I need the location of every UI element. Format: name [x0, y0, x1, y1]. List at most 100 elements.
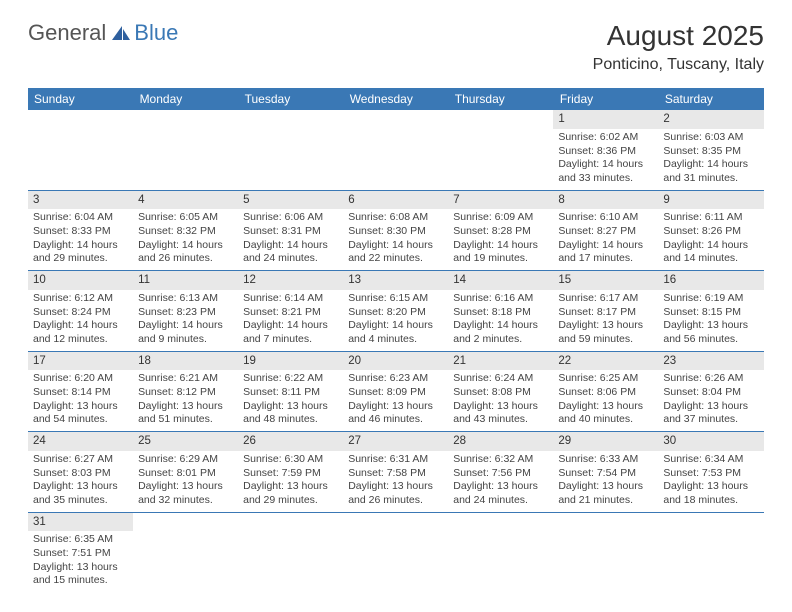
sunrise-text: Sunrise: 6:35 AM — [33, 533, 128, 547]
calendar-day-cell — [343, 512, 448, 592]
day-number: 14 — [448, 271, 553, 290]
daylight-text: and 18 minutes. — [663, 494, 758, 508]
day-number: 10 — [28, 271, 133, 290]
sunrise-text: Sunrise: 6:34 AM — [663, 453, 758, 467]
sunrise-text: Sunrise: 6:06 AM — [243, 211, 338, 225]
weekday-header: Sunday — [28, 88, 133, 110]
sunset-text: Sunset: 7:59 PM — [243, 467, 338, 481]
daylight-text: Daylight: 13 hours — [33, 480, 128, 494]
calendar-day-cell: 17Sunrise: 6:20 AMSunset: 8:14 PMDayligh… — [28, 351, 133, 432]
daylight-text: and 2 minutes. — [453, 333, 548, 347]
daylight-text: and 46 minutes. — [348, 413, 443, 427]
daylight-text: and 19 minutes. — [453, 252, 548, 266]
sunset-text: Sunset: 8:09 PM — [348, 386, 443, 400]
sunset-text: Sunset: 8:18 PM — [453, 306, 548, 320]
day-number: 25 — [133, 432, 238, 451]
weekday-header: Wednesday — [343, 88, 448, 110]
sunrise-text: Sunrise: 6:27 AM — [33, 453, 128, 467]
day-number: 4 — [133, 191, 238, 210]
daylight-text: Daylight: 14 hours — [348, 319, 443, 333]
calendar-day-cell — [658, 512, 763, 592]
calendar-day-cell — [343, 110, 448, 190]
daylight-text: Daylight: 14 hours — [348, 239, 443, 253]
daylight-text: and 21 minutes. — [558, 494, 653, 508]
sunset-text: Sunset: 8:06 PM — [558, 386, 653, 400]
daylight-text: Daylight: 14 hours — [33, 319, 128, 333]
sunrise-text: Sunrise: 6:25 AM — [558, 372, 653, 386]
daylight-text: and 43 minutes. — [453, 413, 548, 427]
day-number: 18 — [133, 352, 238, 371]
sunset-text: Sunset: 8:32 PM — [138, 225, 233, 239]
logo-text-2: Blue — [134, 20, 178, 46]
daylight-text: and 14 minutes. — [663, 252, 758, 266]
calendar-week-row: 17Sunrise: 6:20 AMSunset: 8:14 PMDayligh… — [28, 351, 764, 432]
daylight-text: Daylight: 13 hours — [348, 400, 443, 414]
sunset-text: Sunset: 8:14 PM — [33, 386, 128, 400]
daylight-text: and 48 minutes. — [243, 413, 338, 427]
sunset-text: Sunset: 8:03 PM — [33, 467, 128, 481]
daylight-text: Daylight: 13 hours — [663, 319, 758, 333]
day-number: 11 — [133, 271, 238, 290]
day-number: 7 — [448, 191, 553, 210]
sunrise-text: Sunrise: 6:02 AM — [558, 131, 653, 145]
calendar-day-cell — [133, 110, 238, 190]
logo-sail-icon — [108, 20, 132, 46]
sunrise-text: Sunrise: 6:30 AM — [243, 453, 338, 467]
sunrise-text: Sunrise: 6:09 AM — [453, 211, 548, 225]
day-number: 6 — [343, 191, 448, 210]
calendar-day-cell: 2Sunrise: 6:03 AMSunset: 8:35 PMDaylight… — [658, 110, 763, 190]
sunrise-text: Sunrise: 6:29 AM — [138, 453, 233, 467]
daylight-text: and 59 minutes. — [558, 333, 653, 347]
sunrise-text: Sunrise: 6:24 AM — [453, 372, 548, 386]
sunrise-text: Sunrise: 6:33 AM — [558, 453, 653, 467]
daylight-text: Daylight: 13 hours — [663, 480, 758, 494]
calendar-day-cell: 3Sunrise: 6:04 AMSunset: 8:33 PMDaylight… — [28, 190, 133, 271]
sunrise-text: Sunrise: 6:21 AM — [138, 372, 233, 386]
day-number: 28 — [448, 432, 553, 451]
daylight-text: Daylight: 14 hours — [558, 158, 653, 172]
sunset-text: Sunset: 8:17 PM — [558, 306, 653, 320]
calendar-day-cell — [448, 512, 553, 592]
daylight-text: Daylight: 13 hours — [453, 400, 548, 414]
sunset-text: Sunset: 7:53 PM — [663, 467, 758, 481]
sunrise-text: Sunrise: 6:26 AM — [663, 372, 758, 386]
daylight-text: Daylight: 13 hours — [138, 480, 233, 494]
calendar-day-cell: 7Sunrise: 6:09 AMSunset: 8:28 PMDaylight… — [448, 190, 553, 271]
day-number: 1 — [553, 110, 658, 129]
logo-text-1: General — [28, 20, 106, 46]
sunrise-text: Sunrise: 6:22 AM — [243, 372, 338, 386]
day-number: 29 — [553, 432, 658, 451]
sunset-text: Sunset: 8:35 PM — [663, 145, 758, 159]
day-number: 12 — [238, 271, 343, 290]
day-number: 9 — [658, 191, 763, 210]
sunrise-text: Sunrise: 6:04 AM — [33, 211, 128, 225]
calendar-day-cell — [553, 512, 658, 592]
day-number: 17 — [28, 352, 133, 371]
daylight-text: Daylight: 13 hours — [33, 561, 128, 575]
daylight-text: Daylight: 13 hours — [663, 400, 758, 414]
daylight-text: and 15 minutes. — [33, 574, 128, 588]
calendar-day-cell: 9Sunrise: 6:11 AMSunset: 8:26 PMDaylight… — [658, 190, 763, 271]
sunset-text: Sunset: 8:31 PM — [243, 225, 338, 239]
daylight-text: Daylight: 13 hours — [558, 400, 653, 414]
weekday-header: Saturday — [658, 88, 763, 110]
sunset-text: Sunset: 7:58 PM — [348, 467, 443, 481]
calendar-week-row: 24Sunrise: 6:27 AMSunset: 8:03 PMDayligh… — [28, 432, 764, 513]
sunrise-text: Sunrise: 6:13 AM — [138, 292, 233, 306]
calendar-day-cell — [28, 110, 133, 190]
calendar-day-cell: 16Sunrise: 6:19 AMSunset: 8:15 PMDayligh… — [658, 271, 763, 352]
daylight-text: Daylight: 13 hours — [348, 480, 443, 494]
daylight-text: and 4 minutes. — [348, 333, 443, 347]
sunset-text: Sunset: 8:04 PM — [663, 386, 758, 400]
calendar-day-cell — [238, 110, 343, 190]
sunrise-text: Sunrise: 6:31 AM — [348, 453, 443, 467]
sunset-text: Sunset: 7:51 PM — [33, 547, 128, 561]
weekday-header: Tuesday — [238, 88, 343, 110]
location: Ponticino, Tuscany, Italy — [593, 56, 764, 74]
sunrise-text: Sunrise: 6:03 AM — [663, 131, 758, 145]
logo: General Blue — [28, 20, 178, 46]
calendar-day-cell: 4Sunrise: 6:05 AMSunset: 8:32 PMDaylight… — [133, 190, 238, 271]
daylight-text: and 26 minutes. — [348, 494, 443, 508]
sunrise-text: Sunrise: 6:15 AM — [348, 292, 443, 306]
daylight-text: and 33 minutes. — [558, 172, 653, 186]
